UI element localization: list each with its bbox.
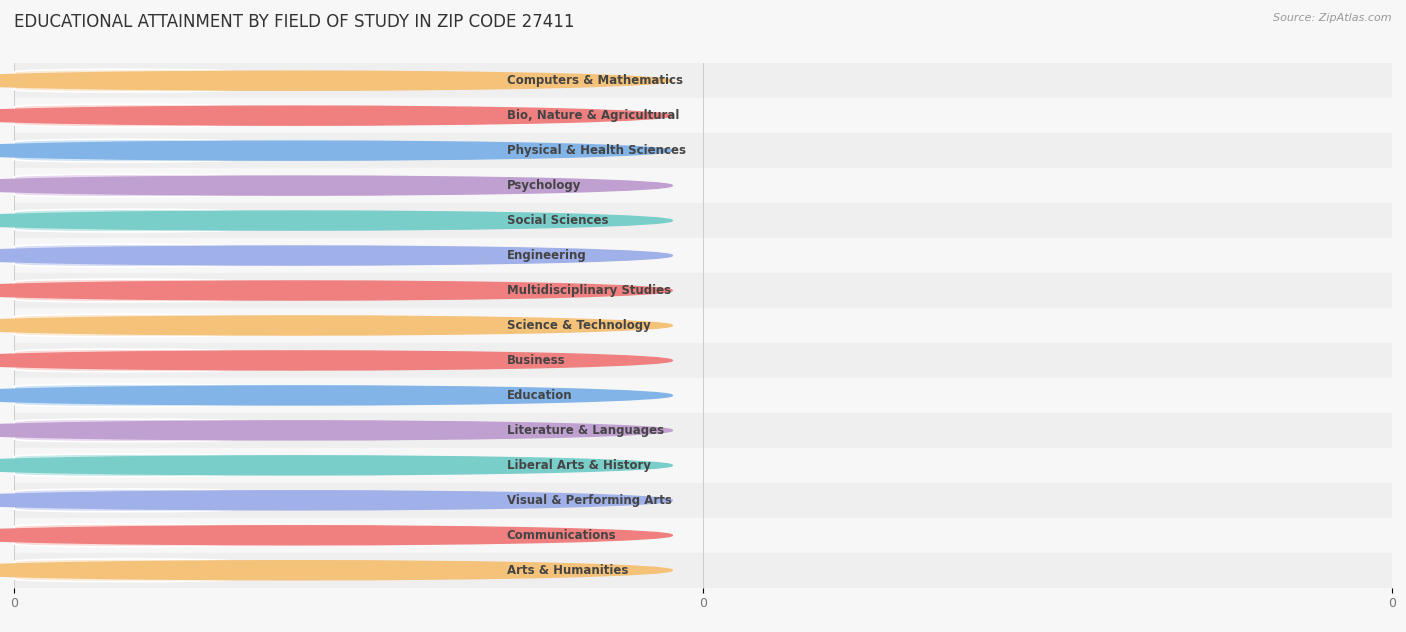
Circle shape [0, 526, 672, 545]
FancyBboxPatch shape [14, 104, 235, 127]
Circle shape [0, 141, 672, 160]
FancyBboxPatch shape [14, 489, 235, 512]
Bar [14, 308, 1392, 343]
Text: 0: 0 [187, 495, 194, 506]
Text: 0: 0 [187, 530, 194, 540]
FancyBboxPatch shape [14, 454, 235, 477]
Text: 0: 0 [187, 391, 194, 401]
Bar [14, 203, 1392, 238]
Bar [14, 133, 1392, 168]
Bar [14, 448, 1392, 483]
Text: 0: 0 [187, 76, 194, 86]
FancyBboxPatch shape [14, 209, 235, 232]
Bar [14, 518, 1392, 553]
FancyBboxPatch shape [14, 244, 235, 267]
Text: Source: ZipAtlas.com: Source: ZipAtlas.com [1274, 13, 1392, 23]
Text: 0: 0 [187, 425, 194, 435]
Text: 0: 0 [187, 111, 194, 121]
Bar [14, 238, 1392, 273]
Text: Liberal Arts & History: Liberal Arts & History [506, 459, 651, 472]
FancyBboxPatch shape [14, 174, 235, 197]
Bar [14, 343, 1392, 378]
Bar [14, 168, 1392, 203]
Text: Science & Technology: Science & Technology [506, 319, 651, 332]
FancyBboxPatch shape [14, 524, 235, 547]
FancyBboxPatch shape [14, 419, 235, 442]
Circle shape [0, 281, 672, 300]
Circle shape [0, 246, 672, 265]
Bar [14, 553, 1392, 588]
FancyBboxPatch shape [14, 279, 235, 302]
Text: Social Sciences: Social Sciences [506, 214, 609, 227]
Text: 0: 0 [187, 216, 194, 226]
Circle shape [0, 316, 672, 335]
Text: Psychology: Psychology [506, 179, 581, 192]
Bar [14, 378, 1392, 413]
Text: 0: 0 [187, 181, 194, 191]
Text: Literature & Languages: Literature & Languages [506, 424, 664, 437]
Circle shape [0, 421, 672, 440]
FancyBboxPatch shape [14, 349, 235, 372]
Text: Computers & Mathematics: Computers & Mathematics [506, 74, 683, 87]
Text: 0: 0 [187, 565, 194, 575]
Circle shape [0, 106, 672, 125]
Text: 0: 0 [187, 286, 194, 296]
Text: Arts & Humanities: Arts & Humanities [506, 564, 628, 577]
Circle shape [0, 491, 672, 510]
FancyBboxPatch shape [14, 314, 235, 337]
Text: Communications: Communications [506, 529, 616, 542]
Circle shape [0, 456, 672, 475]
Bar [14, 273, 1392, 308]
Text: Engineering: Engineering [506, 249, 586, 262]
Circle shape [0, 176, 672, 195]
Text: Education: Education [506, 389, 572, 402]
Bar [14, 63, 1392, 98]
Text: Physical & Health Sciences: Physical & Health Sciences [506, 144, 686, 157]
Text: Business: Business [506, 354, 565, 367]
FancyBboxPatch shape [14, 559, 235, 581]
Circle shape [0, 351, 672, 370]
FancyBboxPatch shape [14, 139, 235, 162]
Circle shape [0, 386, 672, 405]
Bar [14, 483, 1392, 518]
Text: 0: 0 [187, 355, 194, 365]
Bar [14, 413, 1392, 448]
Text: 0: 0 [187, 460, 194, 470]
Text: EDUCATIONAL ATTAINMENT BY FIELD OF STUDY IN ZIP CODE 27411: EDUCATIONAL ATTAINMENT BY FIELD OF STUDY… [14, 13, 575, 30]
FancyBboxPatch shape [14, 384, 235, 407]
Text: 0: 0 [187, 145, 194, 155]
Bar [14, 98, 1392, 133]
Circle shape [0, 71, 672, 90]
Text: 0: 0 [187, 250, 194, 260]
Circle shape [0, 561, 672, 580]
Text: Multidisciplinary Studies: Multidisciplinary Studies [506, 284, 671, 297]
Text: Visual & Performing Arts: Visual & Performing Arts [506, 494, 672, 507]
Text: Bio, Nature & Agricultural: Bio, Nature & Agricultural [506, 109, 679, 122]
Text: 0: 0 [187, 320, 194, 331]
Circle shape [0, 211, 672, 230]
FancyBboxPatch shape [14, 70, 235, 92]
